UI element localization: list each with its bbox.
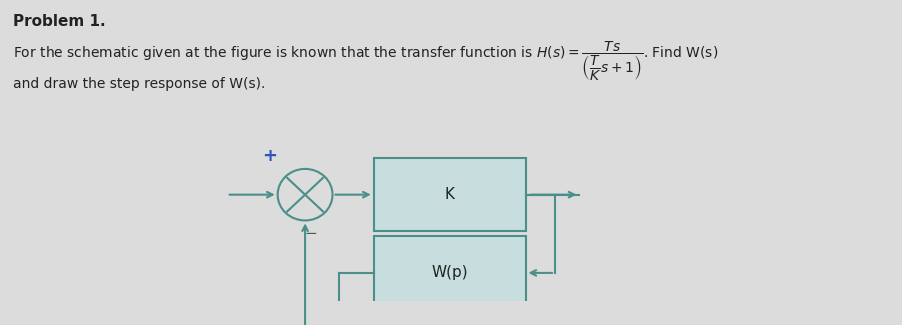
Text: Problem 1.: Problem 1. [14, 14, 106, 29]
Bar [373, 236, 526, 310]
Text: For the schematic given at the figure is known that the transfer function is $H(: For the schematic given at the figure is… [14, 40, 719, 84]
Bar [373, 158, 526, 231]
Text: W(p): W(p) [431, 266, 468, 280]
Text: −: − [305, 226, 318, 241]
Text: K: K [445, 187, 455, 202]
Text: +: + [262, 147, 277, 165]
Text: and draw the step response of W(s).: and draw the step response of W(s). [14, 77, 265, 91]
